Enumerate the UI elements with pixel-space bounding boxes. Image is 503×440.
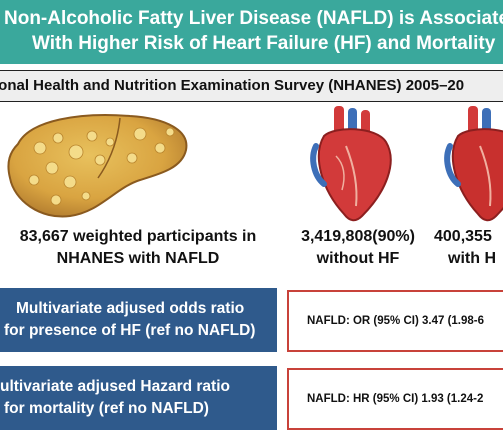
survey-bar: ional Health and Nutrition Examination S… (0, 70, 503, 102)
odds-ratio-label-line-2: for presence of HF (ref no NAFLD) (4, 322, 256, 339)
odds-ratio-result-box: NAFLD: OR (95% CI) 3.47 (1.98-6 (287, 290, 503, 352)
hazard-ratio-label-box: ultivariate adjused Hazard ratio for mor… (0, 366, 277, 430)
with-hf-caption: 400,355 with H (434, 226, 503, 270)
hazard-ratio-label-line-1: ultivariate adjused Hazard ratio (0, 378, 230, 395)
total-participants-line-2: NHANES with NAFLD (56, 250, 220, 267)
without-hf-caption: 3,419,808(90%) without HF (283, 226, 433, 270)
hazard-ratio-result: NAFLD: HR (95% CI) 1.93 (1.24-2 (307, 393, 484, 405)
without-hf-line-1: 3,419,808(90%) (301, 228, 415, 245)
title-line-1: Non-Alcoholic Fatty Liver Disease (NAFLD… (4, 8, 503, 29)
total-participants-line-1: 83,667 weighted participants in (19, 228, 257, 245)
odds-ratio-label-line-1: Multivariate adjused odds ratio (16, 300, 245, 317)
with-hf-line-2: with H (448, 250, 496, 267)
hazard-ratio-label-line-2: for mortality (ref no NAFLD) (4, 400, 209, 417)
title-line-2: With Higher Risk of Heart Failure (HF) a… (32, 33, 496, 54)
survey-label: ional Health and Nutrition Examination S… (0, 77, 465, 94)
heart-icon (310, 106, 392, 222)
without-hf-line-2: without HF (316, 250, 400, 267)
heart-icon (444, 106, 503, 222)
fatty-liver-icon (7, 114, 188, 218)
with-hf-line-1: 400,355 (434, 228, 492, 245)
hazard-ratio-result-box: NAFLD: HR (95% CI) 1.93 (1.24-2 (287, 368, 503, 430)
odds-ratio-label-box: Multivariate adjused odds ratio for pres… (0, 288, 277, 352)
title-banner: Non-Alcoholic Fatty Liver Disease (NAFLD… (0, 0, 503, 64)
total-participants-caption: 83,667 weighted participants in NHANES w… (0, 226, 284, 270)
odds-ratio-result: NAFLD: OR (95% CI) 3.47 (1.98-6 (307, 315, 485, 327)
